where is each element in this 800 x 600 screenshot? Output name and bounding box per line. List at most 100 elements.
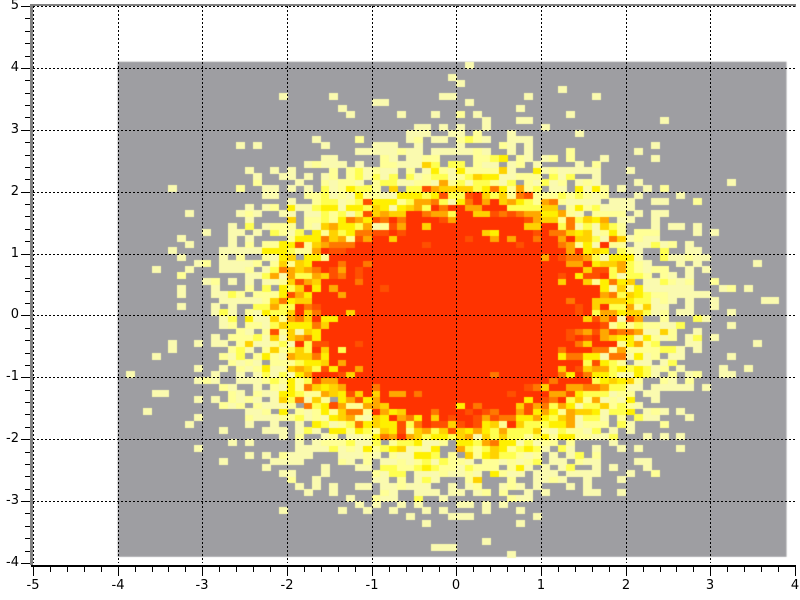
x-axis-tick-minor xyxy=(744,567,745,572)
y-axis-tick-major xyxy=(21,501,30,502)
y-axis-tick-label: -1 xyxy=(6,369,19,384)
y-axis-tick-minor xyxy=(25,241,30,242)
gridline-vertical xyxy=(202,6,203,563)
y-axis-tick-minor xyxy=(25,216,30,217)
gridline-horizontal xyxy=(33,315,795,316)
y-axis-tick-minor xyxy=(25,427,30,428)
y-axis-tick-minor xyxy=(25,117,30,118)
x-axis-tick-minor xyxy=(253,567,254,572)
x-axis-tick-minor xyxy=(439,567,440,572)
y-axis-tick-major xyxy=(21,315,30,316)
y-axis-tick-minor xyxy=(25,538,30,539)
axis-spine-bottom xyxy=(31,565,796,567)
y-axis-tick-minor xyxy=(25,155,30,156)
x-axis-tick-label: 0 xyxy=(451,578,461,593)
x-axis-tick-minor xyxy=(676,567,677,572)
x-axis-tick-minor xyxy=(558,567,559,572)
x-axis-tick-minor xyxy=(84,567,85,572)
gridline-horizontal xyxy=(33,192,795,193)
y-axis-tick-minor xyxy=(25,105,30,106)
y-axis-tick-label: 1 xyxy=(10,246,19,261)
x-axis-tick-minor xyxy=(643,567,644,572)
y-axis-tick-minor xyxy=(25,328,30,329)
y-axis-tick-minor xyxy=(25,489,30,490)
x-axis-tick-minor xyxy=(355,567,356,572)
x-axis-tick-major xyxy=(795,567,796,576)
x-axis-tick-minor xyxy=(660,567,661,572)
x-axis-tick-major xyxy=(33,567,34,576)
y-axis-tick-minor xyxy=(25,402,30,403)
x-axis-tick-major xyxy=(202,567,203,576)
x-axis-tick-minor xyxy=(168,567,169,572)
y-axis-tick-minor xyxy=(25,56,30,57)
y-axis-tick-minor xyxy=(25,303,30,304)
x-axis-tick-label: 4 xyxy=(790,578,800,593)
x-axis-tick-minor xyxy=(67,567,68,572)
x-axis-tick-label: -4 xyxy=(111,578,125,593)
x-axis-tick-minor xyxy=(185,567,186,572)
y-axis-tick-label: 3 xyxy=(10,122,19,137)
x-axis-tick-minor xyxy=(575,567,576,572)
y-axis-tick-label: 5 xyxy=(10,0,19,13)
gridline-vertical xyxy=(33,6,34,563)
x-axis-tick-major xyxy=(287,567,288,576)
y-axis-tick-minor xyxy=(25,452,30,453)
y-axis-tick-minor xyxy=(25,551,30,552)
y-axis-tick-label: -2 xyxy=(6,431,19,446)
x-axis-tick-minor xyxy=(761,567,762,572)
gridline-horizontal xyxy=(33,254,795,255)
y-axis-tick-label: 2 xyxy=(10,184,19,199)
y-axis-tick-minor xyxy=(25,167,30,168)
y-axis-tick-major xyxy=(21,192,30,193)
x-axis-tick-major xyxy=(626,567,627,576)
y-axis-tick-label: -3 xyxy=(6,493,19,508)
y-axis-tick-minor xyxy=(25,31,30,32)
x-axis-tick-minor xyxy=(406,567,407,572)
y-axis-tick-minor xyxy=(25,278,30,279)
y-axis-tick-minor xyxy=(25,266,30,267)
y-axis-tick-major xyxy=(21,254,30,255)
y-axis-tick-minor xyxy=(25,390,30,391)
x-axis-tick-minor xyxy=(321,567,322,572)
x-axis-tick-minor xyxy=(727,567,728,572)
gridline-horizontal xyxy=(33,501,795,502)
x-axis-tick-label: -3 xyxy=(195,578,209,593)
x-axis-tick-major xyxy=(372,567,373,576)
y-axis-tick-minor xyxy=(25,18,30,19)
y-axis-tick-label: 4 xyxy=(10,60,19,75)
gridline-vertical xyxy=(626,6,627,563)
x-axis-tick-label: -5 xyxy=(26,578,40,593)
y-axis-tick-minor xyxy=(25,204,30,205)
gridline-horizontal xyxy=(33,130,795,131)
y-axis-tick-minor xyxy=(25,340,30,341)
y-axis-tick-label: 0 xyxy=(10,307,19,322)
gridline-vertical xyxy=(118,6,119,563)
gridline-vertical xyxy=(287,6,288,563)
x-axis-tick-label: 1 xyxy=(536,578,546,593)
y-axis-tick-minor xyxy=(25,476,30,477)
y-axis-tick-minor xyxy=(25,93,30,94)
x-axis-tick-label: -1 xyxy=(365,578,379,593)
x-axis-tick-label: 3 xyxy=(705,578,715,593)
y-axis-tick-major xyxy=(21,439,30,440)
x-axis-tick-label: -2 xyxy=(280,578,294,593)
x-axis-tick-minor xyxy=(152,567,153,572)
x-axis-tick-minor xyxy=(490,567,491,572)
axis-spine-top xyxy=(33,4,796,7)
y-axis-tick-major xyxy=(21,6,30,7)
gridline-horizontal xyxy=(33,68,795,69)
x-axis-tick-minor xyxy=(389,567,390,572)
y-axis-tick-major xyxy=(21,377,30,378)
x-axis-tick-minor xyxy=(778,567,779,572)
y-axis-tick-minor xyxy=(25,464,30,465)
y-axis-tick-minor xyxy=(25,179,30,180)
x-axis-tick-minor xyxy=(609,567,610,572)
gridline-vertical xyxy=(372,6,373,563)
y-axis-tick-major xyxy=(21,68,30,69)
gridline-horizontal xyxy=(33,439,795,440)
y-axis-tick-minor xyxy=(25,80,30,81)
x-axis-tick-minor xyxy=(422,567,423,572)
gridline-vertical xyxy=(541,6,542,563)
gridline-vertical xyxy=(456,6,457,563)
